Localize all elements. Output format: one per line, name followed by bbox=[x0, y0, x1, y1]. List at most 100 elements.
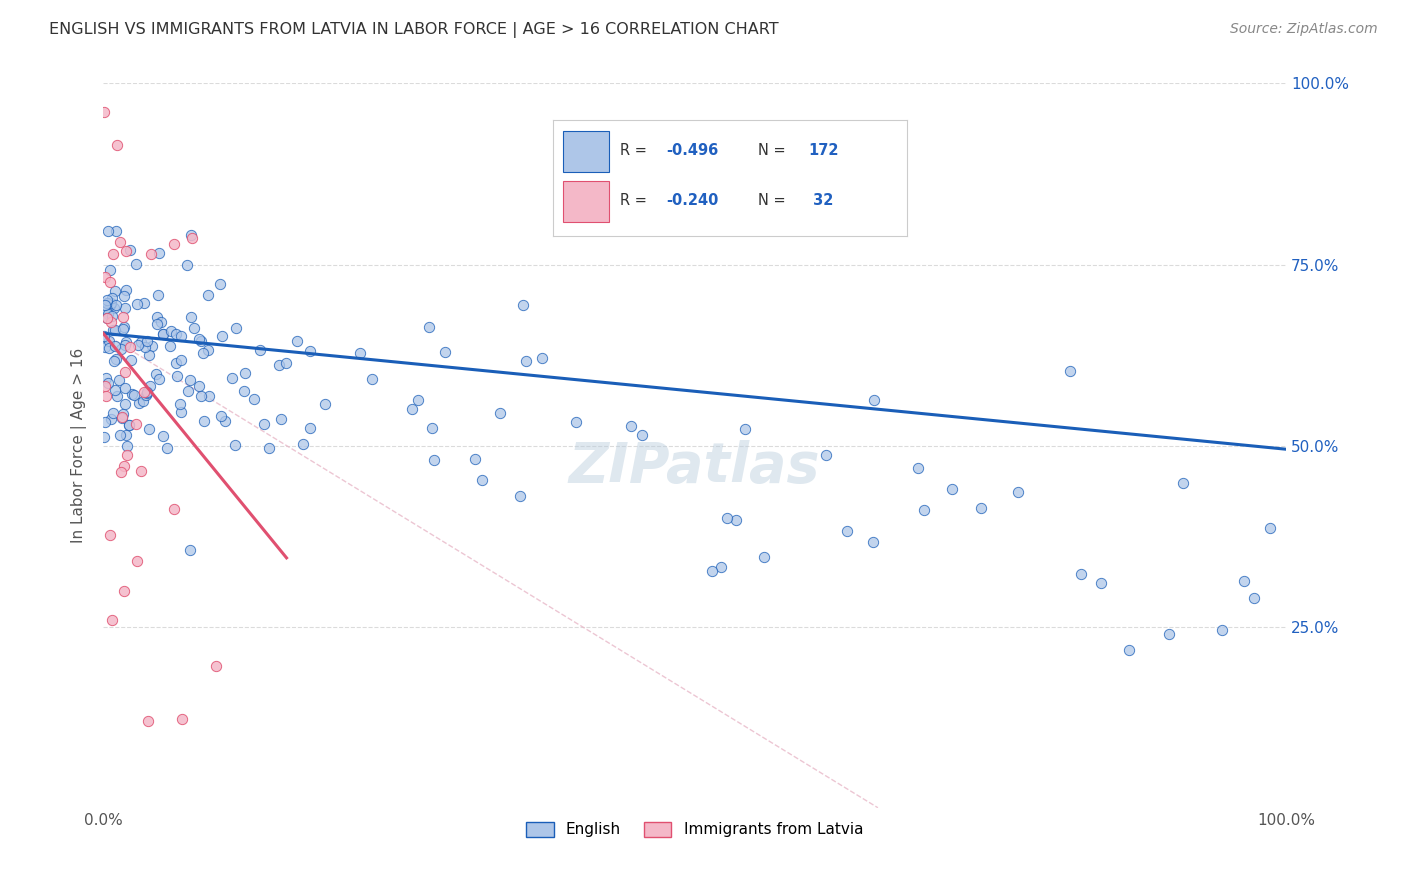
Point bbox=[423, 453, 446, 467]
Point bbox=[114, 365, 136, 379]
Point bbox=[631, 428, 654, 442]
Point bbox=[98, 528, 121, 542]
Point bbox=[418, 320, 440, 334]
Point bbox=[149, 315, 172, 329]
Point bbox=[165, 327, 187, 342]
Point bbox=[114, 397, 136, 411]
Point bbox=[94, 269, 117, 284]
Point bbox=[115, 244, 138, 258]
Point bbox=[267, 359, 290, 373]
Point bbox=[209, 277, 232, 291]
Point bbox=[120, 340, 142, 354]
Point bbox=[169, 405, 191, 419]
Point bbox=[125, 257, 148, 271]
Point bbox=[193, 414, 215, 428]
Point bbox=[434, 345, 457, 359]
Point bbox=[105, 138, 128, 153]
Point bbox=[815, 448, 838, 462]
Point bbox=[120, 352, 142, 367]
Point bbox=[211, 329, 233, 343]
Point bbox=[205, 659, 228, 673]
Point bbox=[209, 409, 232, 424]
Point bbox=[249, 343, 271, 357]
Point bbox=[163, 236, 186, 251]
Point bbox=[225, 321, 247, 335]
Point bbox=[127, 338, 149, 352]
Point bbox=[103, 406, 125, 420]
Point bbox=[111, 410, 134, 425]
Point bbox=[141, 247, 163, 261]
Point bbox=[110, 465, 132, 479]
Point bbox=[135, 388, 157, 402]
Point bbox=[93, 298, 115, 312]
Point bbox=[163, 501, 186, 516]
Point bbox=[560, 210, 582, 224]
Point bbox=[291, 437, 314, 451]
Point bbox=[138, 422, 160, 436]
Point bbox=[114, 337, 136, 351]
Point bbox=[564, 416, 586, 430]
Point bbox=[725, 513, 748, 527]
Point bbox=[1211, 623, 1233, 637]
Point bbox=[134, 385, 156, 400]
Point bbox=[125, 554, 148, 568]
Point bbox=[912, 503, 935, 517]
Point bbox=[941, 483, 963, 497]
Point bbox=[104, 285, 127, 299]
Point bbox=[1243, 591, 1265, 606]
Point bbox=[464, 451, 486, 466]
Text: Source: ZipAtlas.com: Source: ZipAtlas.com bbox=[1230, 22, 1378, 37]
Point bbox=[188, 378, 211, 392]
Point bbox=[170, 329, 193, 343]
Point bbox=[112, 310, 135, 325]
Point bbox=[110, 342, 132, 356]
Point bbox=[243, 392, 266, 407]
Point bbox=[285, 334, 308, 348]
Point bbox=[94, 415, 117, 429]
Point bbox=[863, 392, 886, 407]
Point bbox=[98, 276, 121, 290]
Point bbox=[132, 394, 155, 409]
Point bbox=[191, 345, 214, 359]
Point bbox=[180, 228, 202, 243]
Point bbox=[139, 379, 162, 393]
Point bbox=[177, 384, 200, 398]
Point bbox=[152, 327, 174, 342]
Text: ZIPatlas: ZIPatlas bbox=[569, 441, 820, 494]
Point bbox=[471, 473, 494, 487]
Point bbox=[98, 263, 121, 277]
Point bbox=[197, 288, 219, 302]
Point bbox=[183, 321, 205, 335]
Point bbox=[1159, 627, 1181, 641]
Point bbox=[1258, 521, 1281, 535]
Point bbox=[1070, 566, 1092, 581]
Point bbox=[118, 417, 141, 432]
Point bbox=[716, 511, 738, 525]
Point bbox=[1233, 574, 1256, 589]
Point bbox=[156, 441, 179, 455]
Point bbox=[197, 343, 219, 357]
Point bbox=[135, 386, 157, 401]
Point bbox=[105, 389, 128, 403]
Point bbox=[104, 383, 127, 397]
Point bbox=[221, 371, 243, 385]
Point bbox=[111, 322, 134, 336]
Point bbox=[96, 293, 118, 308]
Point bbox=[115, 448, 138, 462]
Point bbox=[349, 345, 371, 359]
Point bbox=[94, 378, 117, 392]
Point bbox=[101, 310, 124, 324]
Point bbox=[94, 389, 117, 403]
Point bbox=[128, 396, 150, 410]
Point bbox=[190, 334, 212, 349]
Point bbox=[509, 489, 531, 503]
Point bbox=[93, 105, 115, 120]
Point bbox=[112, 584, 135, 599]
Point bbox=[138, 348, 160, 362]
Point bbox=[160, 324, 183, 338]
Point bbox=[1059, 364, 1081, 378]
Point bbox=[136, 334, 159, 348]
Y-axis label: In Labor Force | Age > 16: In Labor Force | Age > 16 bbox=[72, 348, 87, 543]
Point bbox=[115, 439, 138, 453]
Point bbox=[907, 460, 929, 475]
